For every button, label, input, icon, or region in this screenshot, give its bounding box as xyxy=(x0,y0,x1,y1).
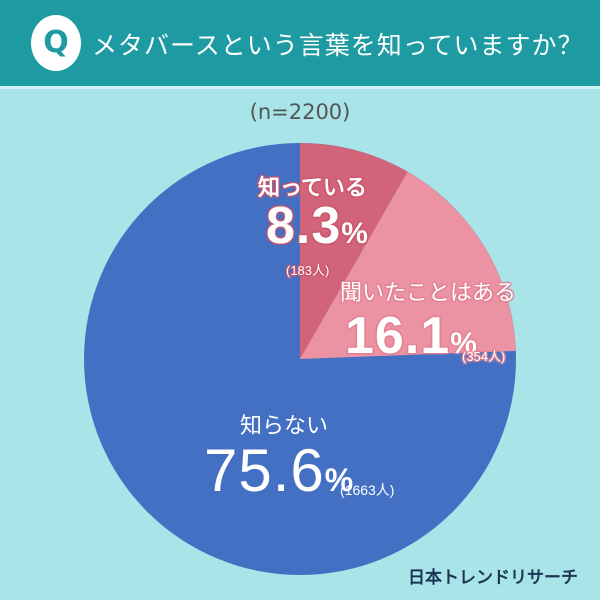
know-pct-unit: % xyxy=(341,217,369,250)
question-header: Q メタバースという言葉を知っていますか？ xyxy=(0,0,600,86)
label-dont-know-percent: 75.6% xyxy=(204,436,354,505)
label-heard-percent: 16.1% xyxy=(345,306,478,366)
know-pct-value: 8.3 xyxy=(266,197,342,255)
label-know-percent: 8.3% xyxy=(266,196,369,256)
brand-logo: 日本トレンドリサーチ xyxy=(408,568,578,588)
label-dont-know-category: 知らない xyxy=(240,414,329,439)
header-divider xyxy=(0,86,600,89)
dont-know-pct-value: 75.6 xyxy=(204,437,325,504)
heard-pct-unit: % xyxy=(450,327,478,360)
question-title: メタバースという言葉を知っていますか？ xyxy=(92,31,584,60)
label-heard-count: (354人) xyxy=(462,349,506,364)
label-know-category: 知っている xyxy=(258,176,367,201)
slice-heard xyxy=(300,171,516,359)
label-dont-know-count: (1663人) xyxy=(340,482,395,498)
slice-know xyxy=(300,143,408,359)
label-know-count: (183人) xyxy=(286,263,330,278)
heard-pct-value: 16.1 xyxy=(345,307,451,365)
label-heard-category: 聞いたことはある xyxy=(340,281,517,306)
sample-size: (n=2200) xyxy=(249,100,351,124)
dont-know-pct-unit: % xyxy=(324,462,355,498)
q-badge-icon: Q xyxy=(31,15,81,71)
